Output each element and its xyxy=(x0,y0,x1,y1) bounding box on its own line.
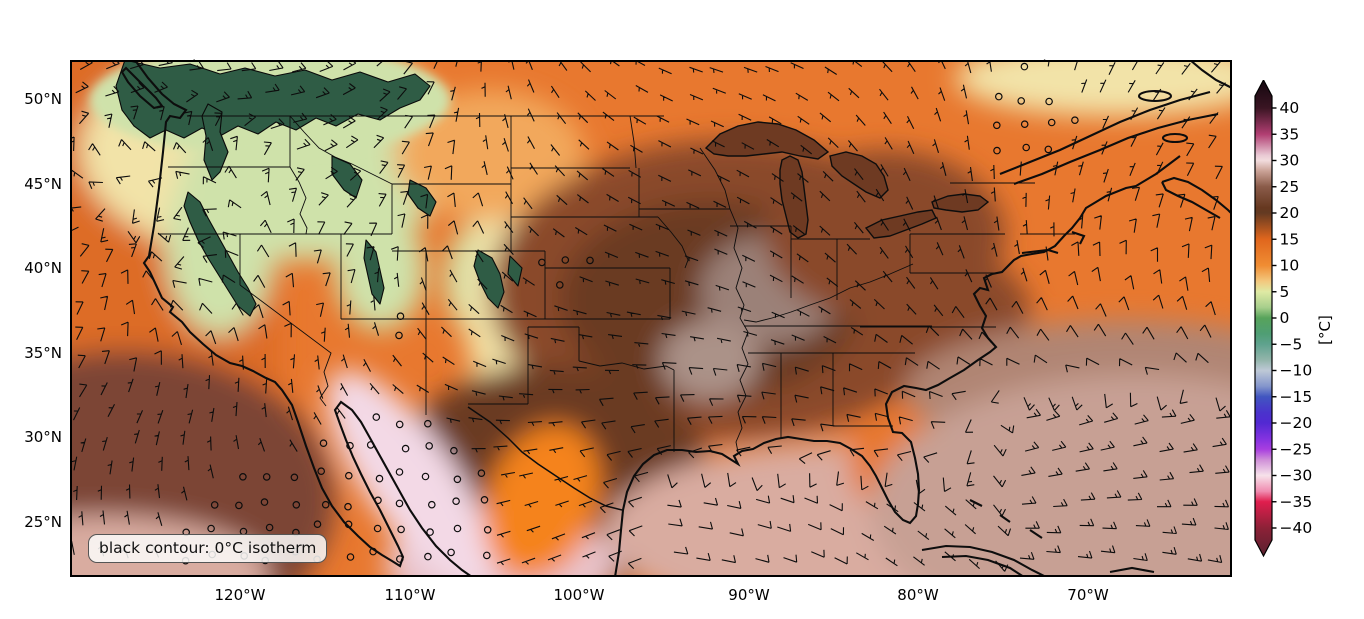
colorbar-tick-label: 25 xyxy=(1280,178,1300,196)
state-country-borders xyxy=(158,115,1075,453)
colorbar-tick-label: 10 xyxy=(1280,257,1300,275)
map-frame xyxy=(70,60,1232,577)
colorbar-tick-label: −15 xyxy=(1280,388,1313,406)
colorbar-tick-label: −20 xyxy=(1280,414,1313,432)
lat-tick-label: 50°N xyxy=(24,90,62,108)
map-plot-area: black contour: 0°C isotherm xyxy=(70,60,1232,577)
colorbar-tick-label: −5 xyxy=(1280,335,1303,353)
temperature-colorbar: 40 35 30 25 20 15 10 5 0 −5 −10 −15 −20 −25 −30 −35 −40 xyxy=(1254,80,1313,558)
pei-island xyxy=(1161,132,1189,144)
long-island-capecod xyxy=(1021,231,1086,255)
colorbar-tick-label: 0 xyxy=(1280,309,1290,327)
colorbar-tick-label: 15 xyxy=(1280,230,1300,248)
lat-tick-label: 45°N xyxy=(24,175,62,193)
lon-tick-label: 70°W xyxy=(1067,586,1109,604)
coastline-west xyxy=(133,60,473,577)
lake-erie xyxy=(864,209,937,239)
lat-tick-label: 25°N xyxy=(24,513,62,531)
cuba-bahamas xyxy=(921,499,1155,577)
lon-tick-label: 110°W xyxy=(384,586,436,604)
coastline-gulf-east xyxy=(613,155,1181,577)
colorbar-tick-label: 30 xyxy=(1280,152,1300,170)
temperature-wind-map xyxy=(70,60,1232,577)
colorbar-tick-label: 5 xyxy=(1280,283,1290,301)
geography-lines xyxy=(120,60,1232,577)
lon-tick-label: 90°W xyxy=(728,586,770,604)
lake-superior xyxy=(704,121,830,160)
colorbar-tick-label: −25 xyxy=(1280,440,1313,458)
lat-tick-label: 35°N xyxy=(24,344,62,362)
nova-scotia xyxy=(1161,176,1232,219)
rio-grande-border xyxy=(467,406,623,511)
anticosti-island xyxy=(1137,89,1173,103)
colorbar-tick-label: 40 xyxy=(1280,99,1300,117)
isotherm-annotation: black contour: 0°C isotherm xyxy=(88,534,328,563)
lon-tick-label: 100°W xyxy=(553,586,605,604)
colorbar-tick-label: 35 xyxy=(1280,125,1300,143)
lake-ontario xyxy=(931,193,990,213)
wind-barbs-layer xyxy=(70,60,1231,572)
colorbar-tick-label: −40 xyxy=(1280,519,1313,537)
colorbar-tick-label: −30 xyxy=(1280,467,1313,485)
colorbar-tick-label: −10 xyxy=(1280,362,1313,380)
lat-tick-label: 40°N xyxy=(24,259,62,277)
freezing-isotherm-patches xyxy=(115,60,523,317)
colorbar-units-label: [°C] xyxy=(1316,315,1334,345)
st-lawrence xyxy=(999,60,1232,185)
lon-tick-label: 120°W xyxy=(214,586,266,604)
lat-tick-label: 30°N xyxy=(24,428,62,446)
island-vancouver xyxy=(120,66,164,110)
lon-tick-label: 80°W xyxy=(897,586,939,604)
colorbar-tick-label: −35 xyxy=(1280,493,1313,511)
colorbar-tick-label: 20 xyxy=(1280,204,1300,222)
